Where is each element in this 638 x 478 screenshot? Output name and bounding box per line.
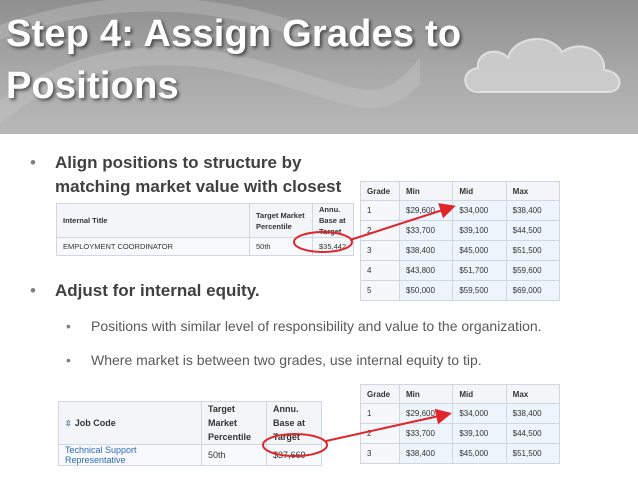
- table-cell: $34,000: [452, 403, 507, 424]
- table-cell: 1: [360, 200, 400, 221]
- table-cell: $59,600: [505, 260, 561, 281]
- table-header-row: Grade Min Mid Max: [360, 181, 561, 201]
- table-cell: 2: [360, 423, 400, 444]
- bullet-text: Where market is between two grades, use …: [91, 352, 482, 368]
- table-header-row: Grade Min Mid Max: [360, 384, 561, 404]
- cloud-icon: [464, 38, 621, 93]
- table-cell: $38,400: [398, 443, 454, 464]
- table-row: 3 $38,400 $45,000 $51,500: [360, 240, 561, 261]
- position-table-employment: Internal Title Target Market Percentile …: [56, 203, 354, 256]
- table-cell: EMPLOYMENT COORDINATOR: [56, 237, 250, 256]
- table-cell: $39,100: [452, 423, 507, 444]
- table-cell: $35,442: [312, 237, 354, 256]
- column-header: Target Market Percentile: [249, 203, 313, 238]
- column-header: Annu. Base at Target: [312, 203, 354, 238]
- column-header: Grade: [360, 181, 400, 201]
- column-header-job-code[interactable]: ⇳ Job Code: [58, 401, 202, 445]
- table-cell: $59,500: [452, 280, 507, 301]
- table-cell: 50th: [201, 444, 267, 466]
- position-table-tech-support: ⇳ Job Code Target Market Percentile Annu.…: [58, 401, 322, 466]
- bullet-marker: •: [66, 318, 71, 334]
- table-cell: $29,600: [398, 403, 454, 424]
- column-header: Grade: [360, 384, 400, 404]
- table-row: 3 $38,400 $45,000 $51,500: [360, 443, 561, 464]
- column-header: Annu. Base at Target: [266, 401, 322, 445]
- grade-table-bottom: Grade Min Mid Max 1 $29,600 $34,000 $38,…: [360, 384, 561, 464]
- table-cell: 3: [360, 240, 400, 261]
- bullet-marker: •: [30, 281, 36, 300]
- grade-table-top: Grade Min Mid Max 1 $29,600 $34,000 $38,…: [360, 181, 561, 301]
- column-header: Min: [398, 181, 454, 201]
- table-row: 4 $43,800 $51,700 $59,600: [360, 260, 561, 281]
- sort-icon[interactable]: ⇳: [65, 418, 72, 428]
- table-cell: $29,600: [398, 200, 454, 221]
- column-header-label: Job Code: [74, 417, 116, 428]
- table-row: 2 $33,700 $39,100 $44,500: [360, 423, 561, 444]
- bullet-marker: •: [66, 352, 71, 368]
- table-cell: $44,500: [505, 423, 561, 444]
- table-cell: 2: [360, 220, 400, 241]
- table-cell: $38,400: [398, 240, 454, 261]
- table-cell: 5: [360, 280, 400, 301]
- table-header-row: Internal Title Target Market Percentile …: [56, 203, 354, 238]
- table-cell: $33,700: [398, 220, 454, 241]
- table-cell: 3: [360, 443, 400, 464]
- table-cell: $39,100: [452, 220, 507, 241]
- table-row: 1 $29,600 $34,000 $38,400: [360, 403, 561, 424]
- column-header: Target Market Percentile: [201, 401, 267, 445]
- slide-title: Step 4: Assign Grades to Positions: [6, 8, 461, 112]
- table-cell: 50th: [249, 237, 313, 256]
- swirl-decoration: [0, 0, 420, 124]
- table-cell: $33,700: [398, 423, 454, 444]
- job-code-link[interactable]: Technical Support Representative: [58, 444, 202, 466]
- bullet-text: Positions with similar level of responsi…: [91, 318, 542, 334]
- table-cell: $45,000: [452, 240, 507, 261]
- column-header: Max: [505, 181, 561, 201]
- bullet-text: Adjust for internal equity.: [55, 281, 260, 300]
- column-header: Min: [398, 384, 454, 404]
- table-cell: $51,700: [452, 260, 507, 281]
- table-cell: $38,400: [505, 403, 561, 424]
- table-cell: $43,800: [398, 260, 454, 281]
- column-header: Internal Title: [56, 203, 250, 238]
- table-cell: $38,400: [505, 200, 561, 221]
- table-cell: 1: [360, 403, 400, 424]
- table-row: Technical Support Representative 50th $3…: [58, 444, 322, 466]
- table-row: EMPLOYMENT COORDINATOR 50th $35,442: [56, 237, 354, 256]
- table-cell: $50,000: [398, 280, 454, 301]
- table-cell: 4: [360, 260, 400, 281]
- column-header: Max: [505, 384, 561, 404]
- table-cell: $44,500: [505, 220, 561, 241]
- table-header-row: ⇳ Job Code Target Market Percentile Annu.…: [58, 401, 322, 445]
- table-cell: $51,500: [505, 240, 561, 261]
- table-cell: $69,000: [505, 280, 561, 301]
- table-cell: $37,669: [266, 444, 322, 466]
- slide-title-line1: Step 4: Assign Grades to: [6, 13, 462, 55]
- table-cell: $34,000: [452, 200, 507, 221]
- column-header: Mid: [452, 384, 507, 404]
- table-row: 5 $50,000 $59,500 $69,000: [360, 280, 561, 301]
- table-cell: $45,000: [452, 443, 507, 464]
- title-banner: Step 4: Assign Grades to Positions: [0, 0, 638, 134]
- column-header: Mid: [452, 181, 507, 201]
- table-cell: $51,500: [505, 443, 561, 464]
- table-row: 1 $29,600 $34,000 $38,400: [360, 200, 561, 221]
- bullet-marker: •: [30, 153, 36, 172]
- slide-title-line2: Positions: [6, 65, 179, 107]
- table-row: 2 $33,700 $39,100 $44,500: [360, 220, 561, 241]
